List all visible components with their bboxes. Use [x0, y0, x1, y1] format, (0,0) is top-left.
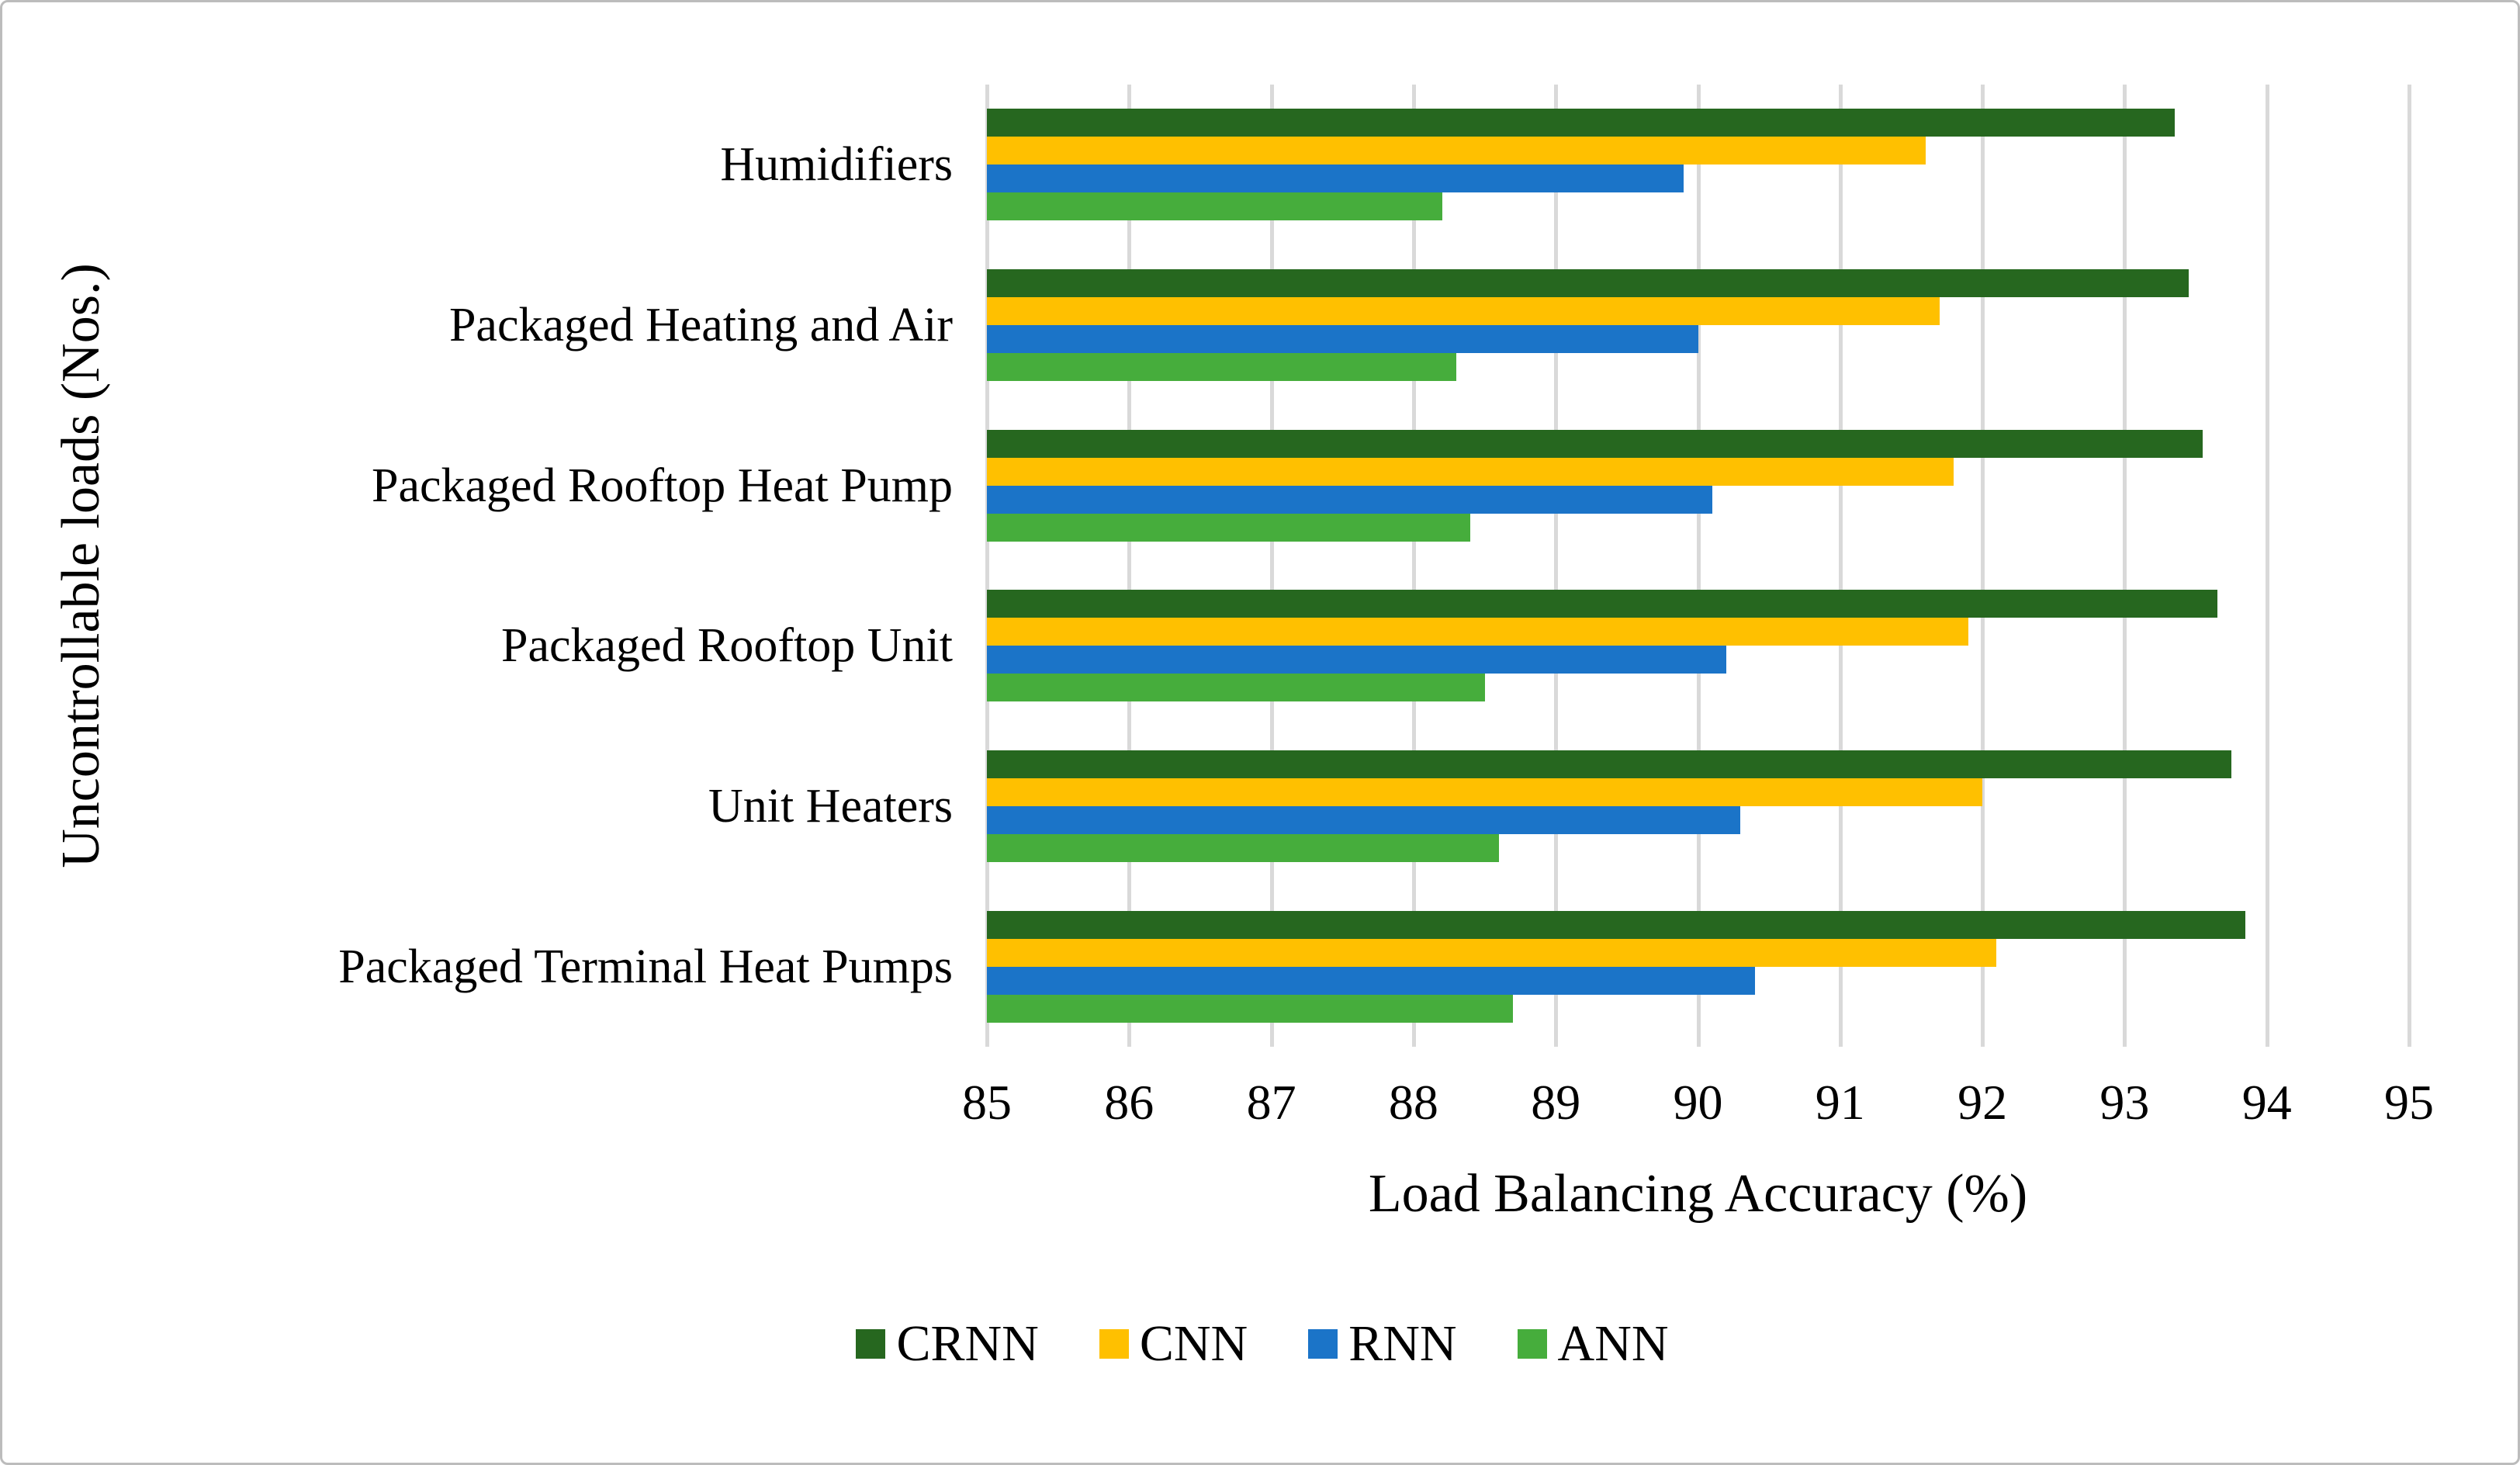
- x-tick-label: 86: [1104, 1075, 1154, 1130]
- bar-crnn-0: [987, 109, 2175, 137]
- x-tick-label: 92: [1958, 1075, 2008, 1130]
- legend-item-ann: ANN: [1517, 1315, 1669, 1373]
- legend-marker-icon: [1517, 1329, 1547, 1359]
- x-tick-label: 95: [2384, 1075, 2434, 1130]
- category-label: Packaged Rooftop Unit: [500, 619, 953, 673]
- legend-label: CNN: [1139, 1315, 1248, 1372]
- legend: CRNN CNN RNN ANN: [2, 1315, 2518, 1373]
- bar-cnn-4: [987, 778, 1983, 806]
- x-tick-label: 90: [1673, 1075, 1723, 1130]
- legend-marker-icon: [856, 1329, 886, 1359]
- x-axis-title: Load Balancing Accuracy (%): [1368, 1164, 2028, 1224]
- bar-rnn-4: [987, 806, 1741, 834]
- category-label: Packaged Terminal Heat Pumps: [338, 940, 953, 993]
- bar-crnn-4: [987, 750, 2231, 778]
- gridline: [1838, 85, 1843, 1047]
- gridline: [1411, 85, 1416, 1047]
- legend-item-crnn: CRNN: [856, 1315, 1039, 1373]
- bar-rnn-2: [987, 485, 1712, 514]
- legend-label: CRNN: [896, 1315, 1039, 1372]
- bar-crnn-5: [987, 910, 2246, 939]
- bar-cnn-2: [987, 457, 1954, 486]
- x-tick-label: 94: [2241, 1075, 2292, 1130]
- bar-rnn-1: [987, 325, 1698, 353]
- bar-ann-3: [987, 674, 1485, 702]
- x-tick-label: 93: [2099, 1075, 2150, 1130]
- gridline: [2408, 85, 2411, 1047]
- x-tick-label: 85: [962, 1075, 1012, 1130]
- bar-ann-2: [987, 513, 1471, 542]
- x-tick-label: 91: [1815, 1075, 1865, 1130]
- bar-crnn-2: [987, 429, 2203, 458]
- legend-label: RNN: [1348, 1315, 1457, 1372]
- plot-area: [985, 85, 2411, 1047]
- bar-ann-0: [987, 192, 1442, 221]
- bar-cnn-0: [987, 137, 1926, 165]
- bar-cnn-1: [987, 297, 1940, 325]
- category-label: Humidifiers: [720, 138, 953, 192]
- bar-crnn-3: [987, 590, 2217, 618]
- bar-rnn-0: [987, 165, 1684, 193]
- bar-rnn-5: [987, 966, 1755, 995]
- legend-item-cnn: CNN: [1099, 1315, 1248, 1373]
- bar-ann-5: [987, 994, 1514, 1023]
- gridline: [1696, 85, 1701, 1047]
- category-label: Packaged Heating and Air: [448, 299, 953, 352]
- category-label: Unit Heaters: [708, 780, 953, 833]
- x-tick-label: 88: [1388, 1075, 1438, 1130]
- legend-item-rnn: RNN: [1308, 1315, 1457, 1373]
- x-tick-label: 87: [1246, 1075, 1296, 1130]
- gridline: [2265, 85, 2269, 1047]
- gridline: [1127, 85, 1132, 1047]
- legend-label: ANN: [1557, 1315, 1669, 1372]
- category-label: Packaged Rooftop Heat Pump: [371, 459, 953, 512]
- legend-marker-icon: [1308, 1329, 1338, 1359]
- gridline: [985, 85, 989, 1047]
- x-tick-label: 89: [1531, 1075, 1581, 1130]
- gridline: [1554, 85, 1559, 1047]
- gridline: [2123, 85, 2127, 1047]
- gridline: [1269, 85, 1274, 1047]
- bar-cnn-3: [987, 618, 1968, 646]
- bar-rnn-3: [987, 646, 1727, 674]
- bar-cnn-5: [987, 938, 1997, 967]
- gridline: [1981, 85, 1985, 1047]
- bar-crnn-1: [987, 269, 2189, 297]
- bar-ann-1: [987, 353, 1456, 381]
- bar-ann-4: [987, 834, 1499, 862]
- legend-marker-icon: [1099, 1329, 1129, 1359]
